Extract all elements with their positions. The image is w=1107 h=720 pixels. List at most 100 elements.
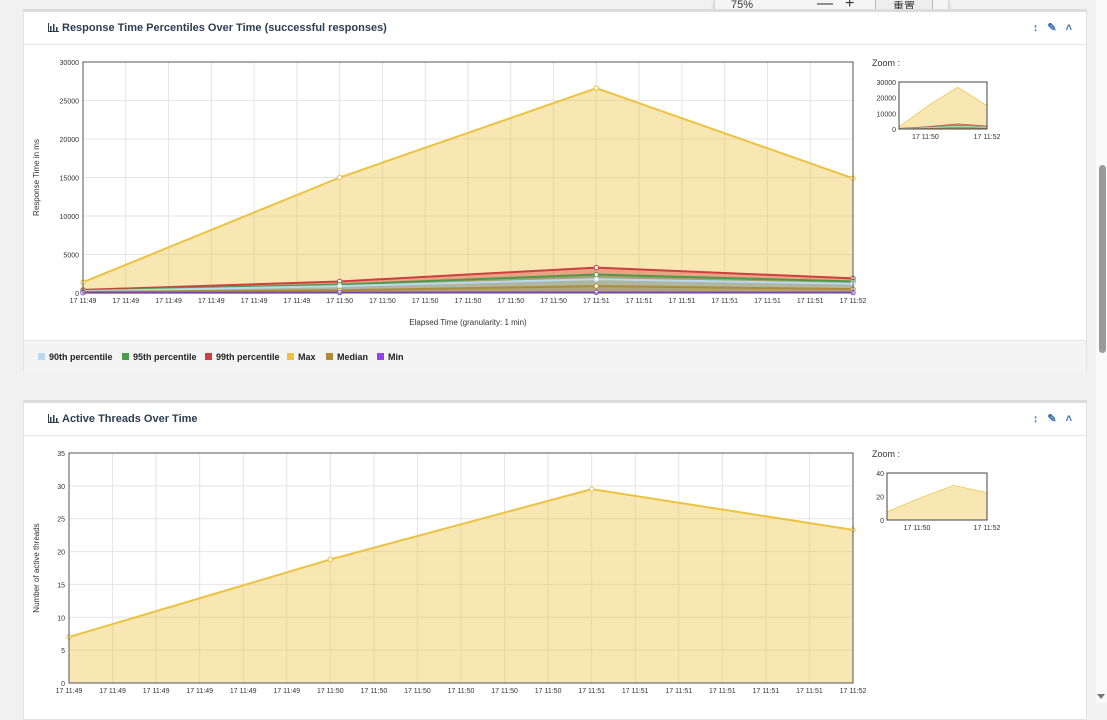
panel-tools: ↕ ✎ ˄ xyxy=(1024,412,1072,425)
legend-swatch xyxy=(38,353,45,360)
data-point xyxy=(594,290,598,294)
panel-header: Active Threads Over Time ↕ ✎ ˄ xyxy=(24,403,1086,436)
x-tick-label: 17 11:52 xyxy=(840,688,867,695)
panel-header: Response Time Percentiles Over Time (suc… xyxy=(24,12,1086,45)
x-tick-label: 17 11:50 xyxy=(361,688,388,695)
zoom-y-tick-label: 0 xyxy=(892,127,896,134)
y-tick-label: 30000 xyxy=(60,60,80,67)
x-tick-label: 17 11:50 xyxy=(497,298,524,305)
x-tick-label: 17 11:51 xyxy=(626,298,653,305)
x-tick-label: 17 11:50 xyxy=(412,298,439,305)
legend-item[interactable]: Median xyxy=(326,352,368,362)
x-tick-label: 17 11:49 xyxy=(70,298,97,305)
x-tick-label: 17 11:49 xyxy=(155,298,182,305)
x-tick-label: 17 11:51 xyxy=(669,298,696,305)
y-tick-label: 25000 xyxy=(60,99,80,106)
zoom-y-tick-label: 20000 xyxy=(877,96,897,103)
x-tick-label: 17 11:50 xyxy=(326,298,353,305)
panel-tools: ↕ ✎ ˄ xyxy=(1024,21,1072,34)
y-tick-label: 30 xyxy=(57,484,65,491)
scroll-down-arrow-icon[interactable] xyxy=(1097,694,1105,699)
legend-item[interactable]: 95th percentile xyxy=(122,352,197,362)
resize-vertical-icon[interactable]: ↕ xyxy=(1033,22,1039,34)
chart-legend: 90th percentile 95th percentile 99th perce… xyxy=(24,340,1086,372)
zoom-label: Zoom : xyxy=(872,449,900,459)
legend-swatch xyxy=(377,353,384,360)
zoom-y-tick-label: 0 xyxy=(880,518,884,525)
legend-item[interactable]: 99th percentile xyxy=(205,352,280,362)
bar-chart-icon xyxy=(48,23,59,32)
x-tick-label: 17 11:51 xyxy=(578,688,605,695)
x-tick-label: 17 11:50 xyxy=(491,688,518,695)
x-tick-label: 17 11:50 xyxy=(317,688,344,695)
y-tick-label: 10000 xyxy=(60,214,80,221)
legend-swatch xyxy=(287,353,294,360)
resize-vertical-icon[interactable]: ↕ xyxy=(1033,413,1039,425)
x-tick-label: 17 11:49 xyxy=(241,298,268,305)
y-tick-label: 35 xyxy=(57,451,65,458)
wrench-icon[interactable]: ✎ xyxy=(1047,22,1056,34)
x-tick-label: 17 11:49 xyxy=(99,688,126,695)
legend-item[interactable]: Min xyxy=(377,352,404,362)
zoom-y-tick-label: 30000 xyxy=(877,80,897,87)
y-tick-label: 0 xyxy=(75,291,79,298)
legend-item[interactable]: Max xyxy=(287,352,316,362)
y-tick-label: 10 xyxy=(57,615,65,622)
bar-chart-icon xyxy=(48,414,59,423)
data-point xyxy=(337,175,341,179)
data-point xyxy=(594,284,598,288)
x-tick-label: 17 11:49 xyxy=(56,688,83,695)
wrench-icon[interactable]: ✎ xyxy=(1047,413,1056,425)
panel-title-text: Response Time Percentiles Over Time (suc… xyxy=(62,22,387,34)
legend-swatch xyxy=(122,353,129,360)
zoom-y-tick-label: 10000 xyxy=(877,111,897,118)
response-time-panel: Response Time Percentiles Over Time (suc… xyxy=(23,9,1087,371)
x-tick-label: 17 11:51 xyxy=(796,688,823,695)
x-tick-label: 17 11:51 xyxy=(753,688,780,695)
data-point xyxy=(328,557,332,561)
y-axis-label: Response Time in ms xyxy=(32,139,41,216)
legend-swatch xyxy=(326,353,333,360)
x-tick-label: 17 11:51 xyxy=(797,298,824,305)
data-point xyxy=(594,265,598,269)
panel-title: Response Time Percentiles Over Time (suc… xyxy=(48,22,387,34)
x-tick-label: 17 11:51 xyxy=(665,688,692,695)
y-axis-label: Number of active threads xyxy=(32,523,41,612)
legend-item[interactable]: 90th percentile xyxy=(38,352,113,362)
legend-label: Max xyxy=(298,352,316,362)
data-point xyxy=(594,272,598,276)
zoom-x-tick-label: 17 11:50 xyxy=(912,134,939,141)
x-tick-label: 17 11:51 xyxy=(709,688,736,695)
data-point xyxy=(594,86,598,90)
x-tick-label: 17 11:51 xyxy=(711,298,738,305)
collapse-chevron-icon[interactable]: ˄ xyxy=(1066,413,1072,425)
x-tick-label: 17 11:49 xyxy=(112,298,139,305)
x-tick-label: 17 11:52 xyxy=(840,298,867,305)
x-tick-label: 17 11:50 xyxy=(455,298,482,305)
y-tick-label: 15000 xyxy=(60,176,80,183)
legend-label: 90th percentile xyxy=(49,352,113,362)
y-tick-label: 20 xyxy=(57,550,65,557)
y-tick-label: 20000 xyxy=(60,137,80,144)
y-tick-label: 15 xyxy=(57,582,65,589)
legend-label: Min xyxy=(388,352,404,362)
y-tick-label: 0 xyxy=(61,681,65,688)
x-axis-label: Elapsed Time (granularity: 1 min) xyxy=(409,318,527,327)
page-scrollbar[interactable] xyxy=(1096,0,1107,703)
legend-label: 99th percentile xyxy=(216,352,280,362)
scrollbar-thumb[interactable] xyxy=(1099,165,1106,353)
legend-swatch xyxy=(205,353,212,360)
x-tick-label: 17 11:49 xyxy=(143,688,170,695)
x-tick-label: 17 11:50 xyxy=(369,298,396,305)
zoom-label: Zoom : xyxy=(872,58,900,68)
x-tick-label: 17 11:50 xyxy=(448,688,475,695)
zoom-y-tick-label: 40 xyxy=(876,471,884,478)
panel-title-text: Active Threads Over Time xyxy=(62,413,198,425)
x-tick-label: 17 11:49 xyxy=(186,688,213,695)
collapse-chevron-icon[interactable]: ˄ xyxy=(1066,22,1072,34)
